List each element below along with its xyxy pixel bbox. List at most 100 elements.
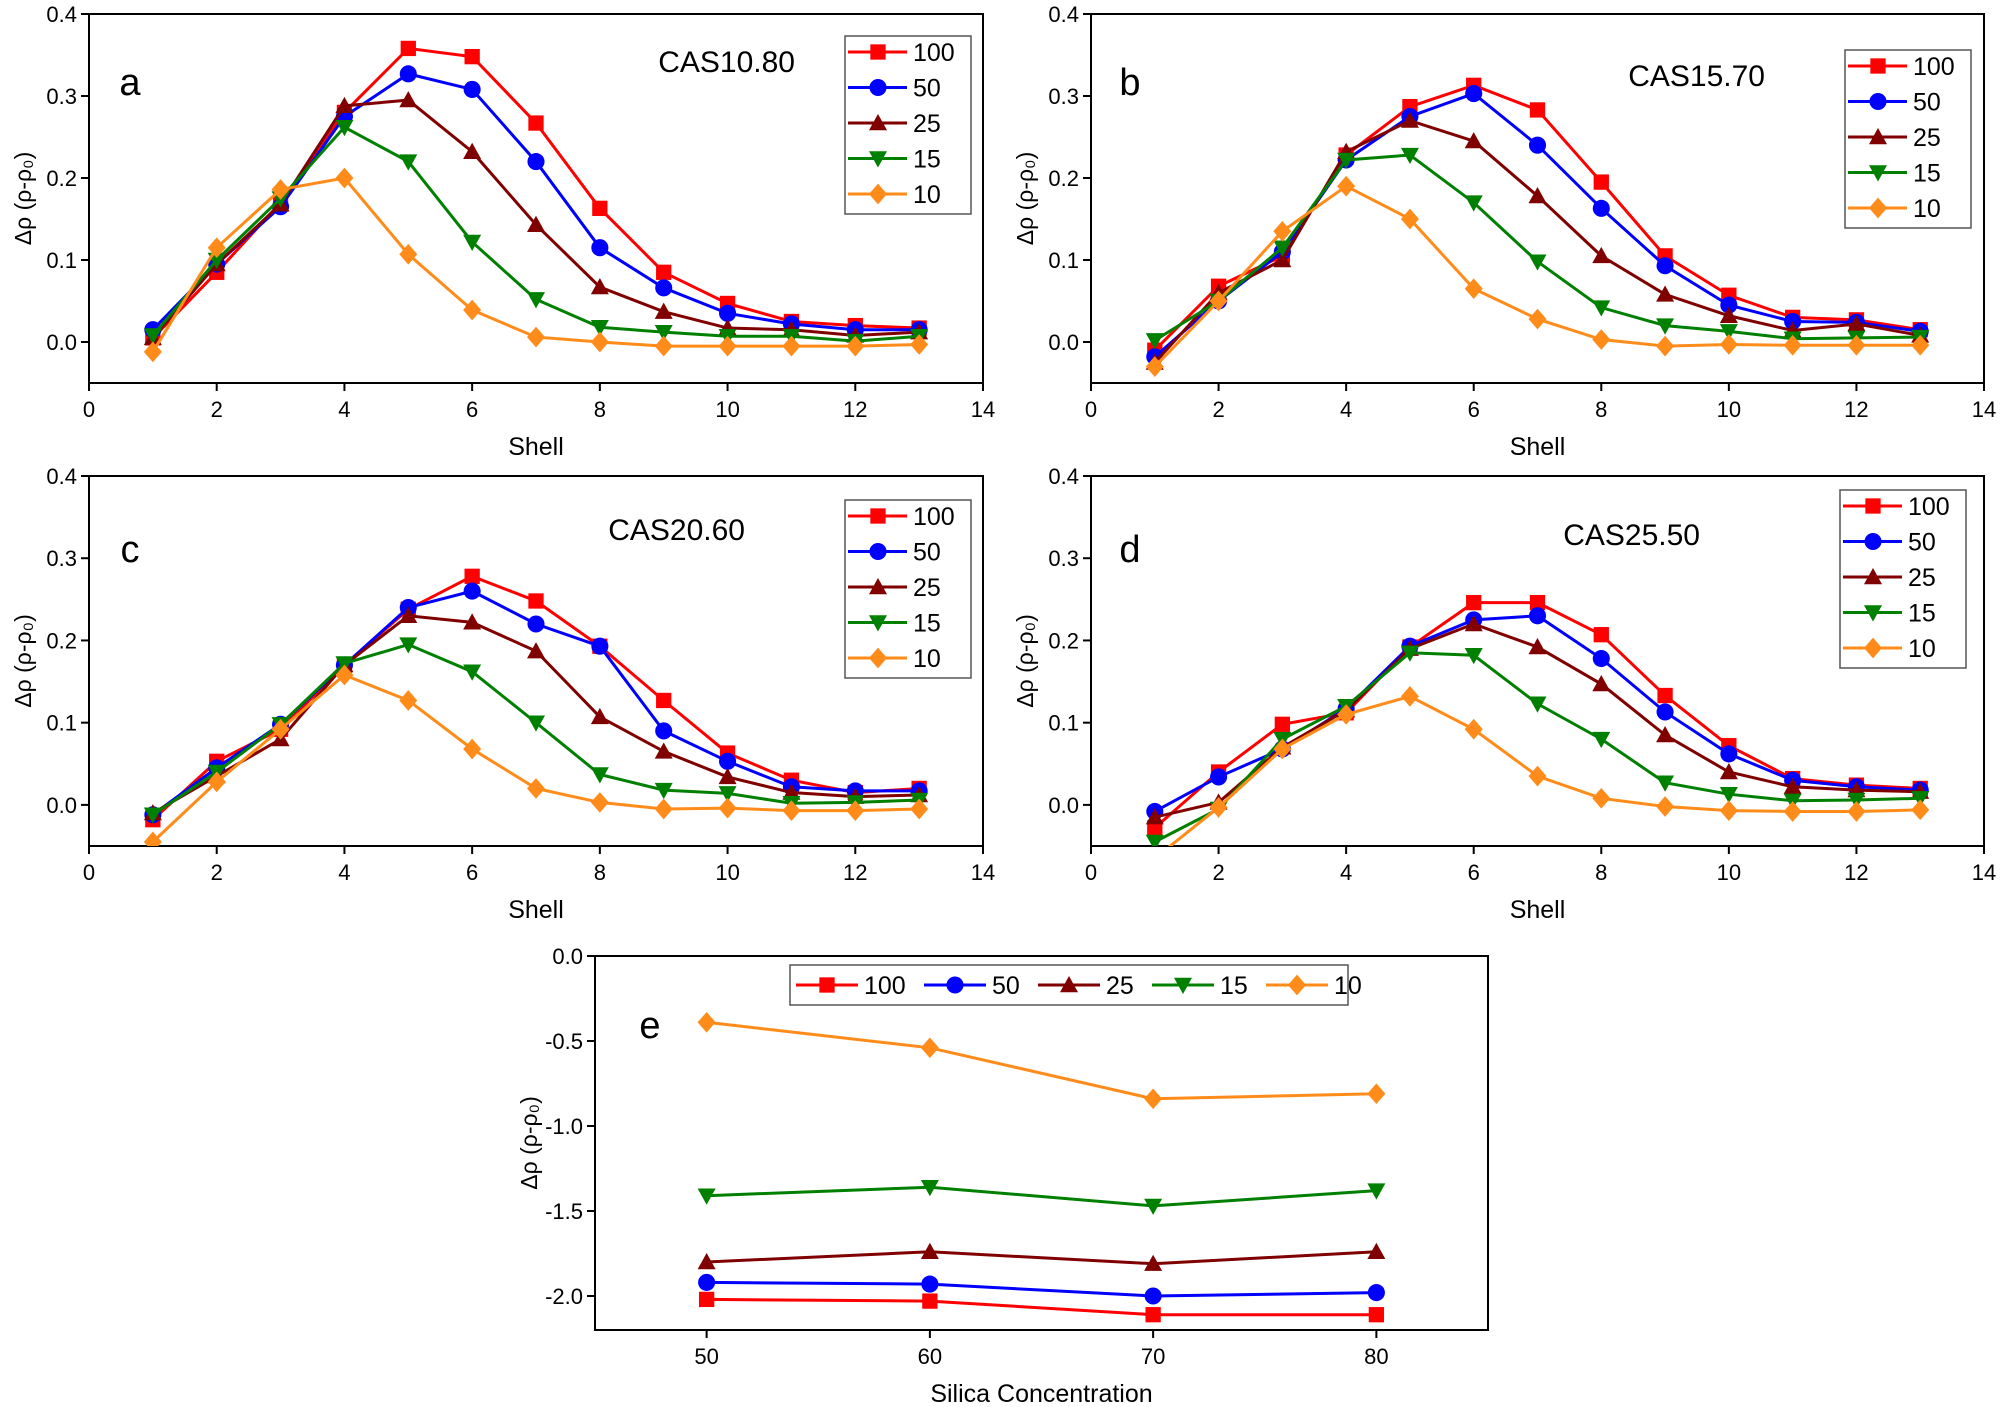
legend-marker-100 xyxy=(819,977,835,993)
data-point-100 xyxy=(528,593,544,609)
plot-frame xyxy=(1090,475,1985,847)
legend-label: 15 xyxy=(1908,600,1936,628)
data-point-15 xyxy=(590,320,609,337)
series-line-100 xyxy=(706,1297,1377,1317)
y-tick-label: 0.0 xyxy=(552,944,583,969)
data-point-10 xyxy=(143,341,162,363)
data-point-10 xyxy=(782,335,801,357)
x-axis-label: Shell xyxy=(1510,433,1566,461)
data-point-10 xyxy=(207,237,226,259)
data-point-10 xyxy=(1273,738,1292,760)
data-point-50 xyxy=(719,752,737,770)
x-tick-label: 4 xyxy=(338,860,350,885)
x-tick-label: 12 xyxy=(843,860,867,885)
data-point-25 xyxy=(463,142,482,159)
plot-frame xyxy=(88,13,984,384)
legend-label: 100 xyxy=(913,503,955,531)
legend-label: 50 xyxy=(913,75,941,103)
legend-label: 50 xyxy=(1913,89,1941,117)
data-point-10 xyxy=(271,718,290,740)
legend-label: 100 xyxy=(864,972,906,1000)
data-point-15 xyxy=(1528,696,1547,713)
data-point-25 xyxy=(399,91,418,108)
x-axis-label: Shell xyxy=(508,433,564,461)
data-point-50 xyxy=(1656,257,1674,275)
data-point-100 xyxy=(656,692,672,709)
y-tick-label: 0.2 xyxy=(1048,628,1079,653)
data-point-15 xyxy=(1464,648,1483,665)
y-tick-label: 0.1 xyxy=(46,711,77,736)
series-line-10 xyxy=(151,673,920,843)
legend-marker-15 xyxy=(1869,165,1887,182)
y-axis-label: Δρ (ρ-ρ₀) xyxy=(1012,152,1038,246)
data-point-15 xyxy=(1400,147,1419,165)
y-tick-label: -0.5 xyxy=(545,1029,583,1054)
data-point-15 xyxy=(654,782,673,800)
x-tick-label: 2 xyxy=(1212,860,1224,885)
data-point-50 xyxy=(1528,136,1547,154)
data-point-10 xyxy=(1719,800,1738,821)
data-point-25 xyxy=(782,783,801,800)
data-point-25 xyxy=(1656,285,1675,302)
data-point-25 xyxy=(590,278,609,295)
data-point-50 xyxy=(655,279,673,297)
data-point-15 xyxy=(1911,791,1930,808)
data-point-10 xyxy=(1400,208,1419,230)
data-point-100 xyxy=(1145,1307,1161,1323)
panel-letter: c xyxy=(121,529,140,571)
data-point-15 xyxy=(1144,1198,1163,1215)
data-point-10 xyxy=(1656,796,1675,817)
data-point-10 xyxy=(1145,356,1164,377)
x-tick-label: 2 xyxy=(211,860,223,885)
data-point-25 xyxy=(1273,251,1292,268)
panel-a: 0 2 4 6 8 10 12 14 0.0 0.1 0.2 0.3 0.4 Shell Δρ (ρ-ρ₀)… xyxy=(10,2,995,461)
data-point-15 xyxy=(1273,240,1292,257)
data-point-50 xyxy=(655,722,673,740)
data-point-25 xyxy=(1783,777,1802,794)
legend-marker-15 xyxy=(869,615,887,632)
panel-letter: b xyxy=(1119,62,1140,104)
data-point-10 xyxy=(1592,787,1611,809)
data-point-100 xyxy=(592,200,608,216)
legend: 100 50 25 15 10 xyxy=(844,35,972,215)
data-point-25 xyxy=(1719,306,1738,323)
x-tick-label: 2 xyxy=(1212,397,1224,422)
data-point-15 xyxy=(527,292,545,309)
legend-label: 25 xyxy=(1106,972,1134,1000)
data-point-25 xyxy=(527,215,545,232)
legend-marker-25 xyxy=(1864,568,1882,585)
data-point-15 xyxy=(1592,731,1611,749)
series-line-15 xyxy=(706,1185,1377,1208)
data-point-10 xyxy=(143,831,162,846)
data-point-10 xyxy=(1528,765,1547,787)
x-tick-label: 8 xyxy=(594,397,606,422)
data-point-50 xyxy=(1465,84,1483,103)
x-tick-label: 14 xyxy=(1972,860,1996,885)
data-point-10 xyxy=(1209,290,1228,312)
data-point-25 xyxy=(527,642,545,659)
y-tick-label: 0.4 xyxy=(46,2,77,27)
y-axis-label: Δρ (ρ-ρ₀) xyxy=(1012,614,1038,708)
y-tick-label: 0.0 xyxy=(1048,330,1079,355)
data-point-15 xyxy=(718,786,737,803)
x-tick-label: 14 xyxy=(971,397,995,422)
x-tick-label: 6 xyxy=(466,860,478,885)
y-tick-label: 0.3 xyxy=(1048,546,1079,571)
y-tick-label: 0.3 xyxy=(46,84,77,109)
data-point-100 xyxy=(1368,1307,1385,1323)
series-line-15 xyxy=(1154,651,1921,844)
data-point-10 xyxy=(590,792,609,813)
data-point-25 xyxy=(1656,726,1675,743)
data-point-10 xyxy=(718,335,737,357)
data-point-10 xyxy=(527,778,545,799)
data-point-15 xyxy=(1400,645,1419,662)
legend-label: 100 xyxy=(1908,493,1950,521)
legend-marker-50 xyxy=(946,976,964,994)
legend-marker-50 xyxy=(869,78,887,97)
data-point-25 xyxy=(1145,808,1164,825)
legend-label: 10 xyxy=(913,645,941,673)
series-group xyxy=(143,568,929,846)
data-point-25 xyxy=(654,302,673,319)
series-group xyxy=(143,40,929,363)
